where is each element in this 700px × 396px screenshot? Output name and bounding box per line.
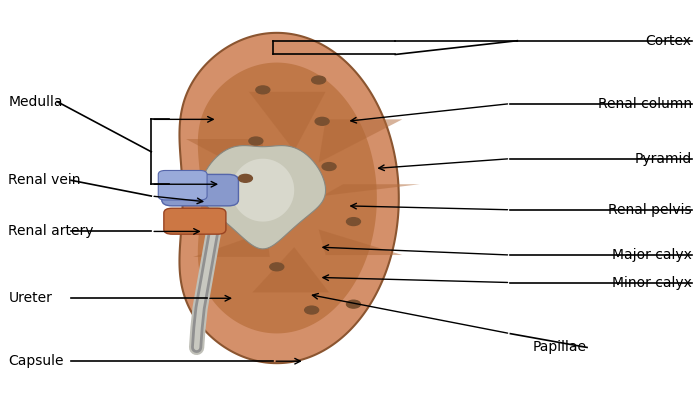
Text: Papillae: Papillae	[533, 341, 587, 354]
Polygon shape	[232, 159, 294, 222]
Polygon shape	[198, 63, 377, 333]
Circle shape	[239, 174, 253, 182]
Circle shape	[249, 137, 262, 145]
Text: Major calyx: Major calyx	[612, 248, 692, 262]
Circle shape	[346, 218, 360, 226]
Polygon shape	[322, 184, 420, 196]
Polygon shape	[318, 119, 402, 163]
Circle shape	[346, 300, 360, 308]
Polygon shape	[179, 33, 399, 363]
Polygon shape	[253, 247, 329, 292]
Text: Minor calyx: Minor calyx	[612, 276, 692, 289]
Polygon shape	[176, 194, 256, 202]
Circle shape	[312, 76, 326, 84]
Polygon shape	[249, 92, 326, 151]
Text: Medulla: Medulla	[8, 95, 63, 109]
FancyBboxPatch shape	[164, 208, 226, 234]
Text: Renal vein: Renal vein	[8, 173, 81, 187]
Text: Pyramid: Pyramid	[634, 152, 692, 166]
Circle shape	[315, 117, 329, 125]
Text: Renal column: Renal column	[598, 97, 692, 110]
Text: Capsule: Capsule	[8, 354, 64, 368]
Circle shape	[256, 86, 270, 94]
Polygon shape	[186, 139, 262, 180]
Text: Cortex: Cortex	[645, 34, 692, 48]
Polygon shape	[200, 146, 326, 249]
Circle shape	[322, 163, 336, 170]
FancyBboxPatch shape	[162, 174, 239, 206]
Polygon shape	[193, 231, 270, 257]
Circle shape	[304, 306, 318, 314]
Polygon shape	[318, 229, 402, 255]
Circle shape	[270, 263, 284, 271]
FancyBboxPatch shape	[158, 170, 207, 200]
Text: Ureter: Ureter	[8, 291, 52, 305]
Text: Renal artery: Renal artery	[8, 225, 94, 238]
Text: Renal pelvis: Renal pelvis	[608, 203, 692, 217]
